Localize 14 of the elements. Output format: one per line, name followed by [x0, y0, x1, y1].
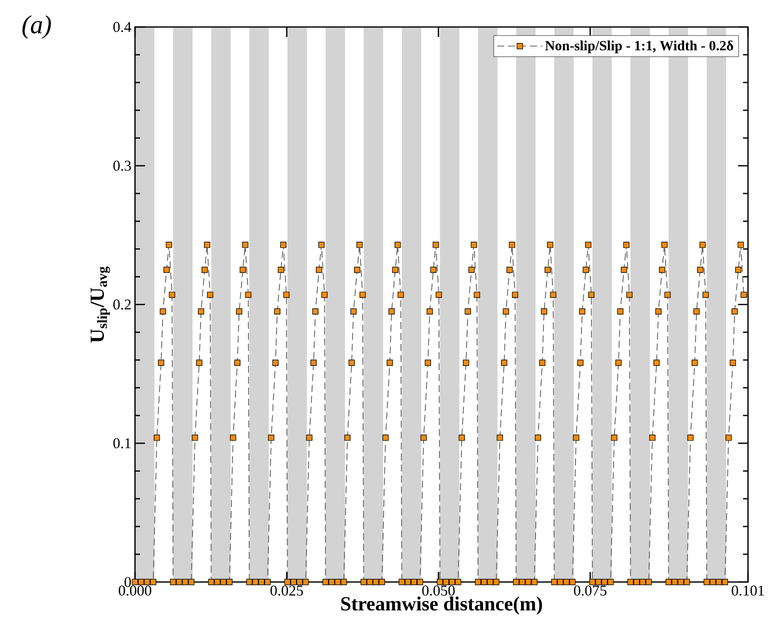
x-tick-label: 0.075 — [574, 586, 606, 596]
legend-label: Non-slip/Slip - 1:1, Width - 0.2δ — [545, 40, 734, 54]
y-tick-label: 0.4 — [113, 22, 132, 32]
text: (a) — [22, 15, 51, 39]
y-tick-label: 0.3 — [113, 160, 131, 171]
x-tick-label: 0.050 — [422, 586, 455, 596]
y-tick-label: 0 — [124, 576, 131, 588]
y-tick-label: 0.2 — [113, 299, 131, 310]
x-tick-label: 0.101 — [732, 586, 764, 596]
x-tick-label: 0.000 — [118, 586, 152, 596]
y-axis-title: U$_{slip}$/U$_{avg}$ — [90, 266, 110, 343]
x-tick-label: 0.025 — [270, 586, 303, 596]
x-axis-title: Streamwise distance(m) — [341, 596, 542, 615]
y-tick-label: 0.1 — [113, 438, 131, 448]
